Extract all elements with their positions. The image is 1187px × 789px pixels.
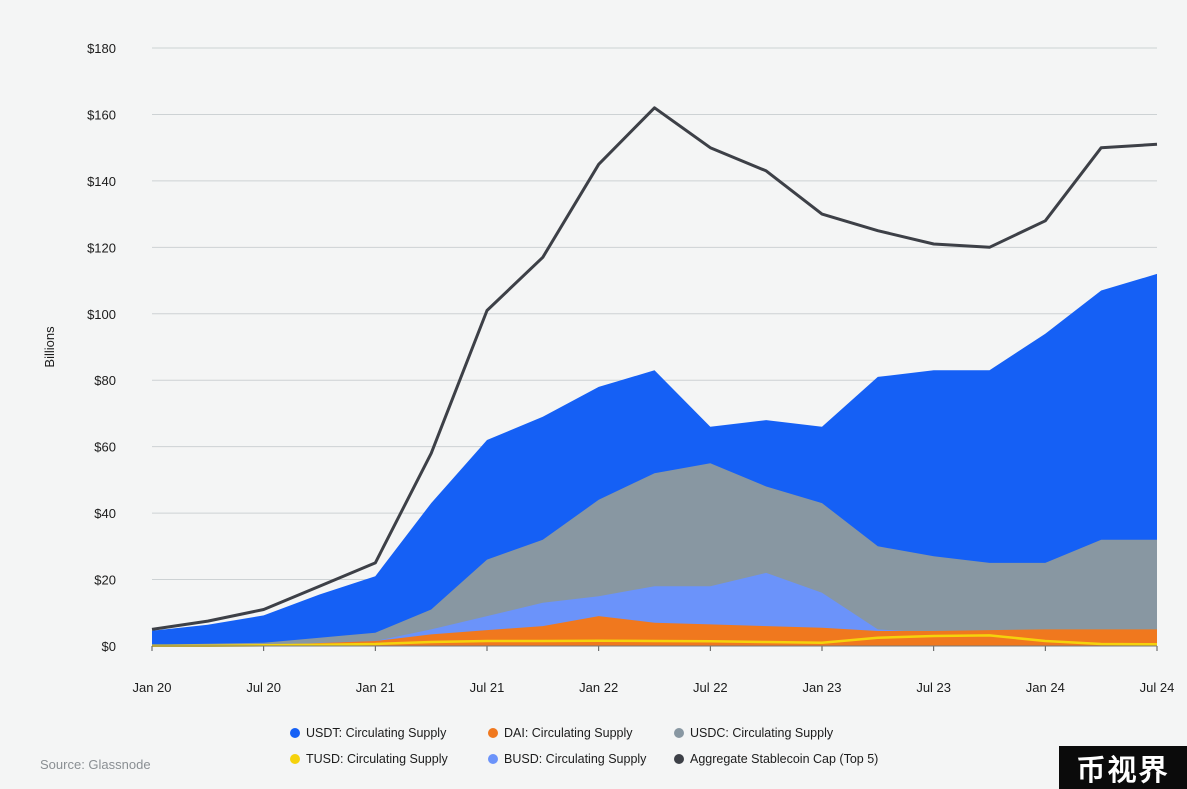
y-tick-label: $160	[87, 107, 116, 122]
x-tick-label: Jan 21	[356, 680, 395, 695]
source-note: Source: Glassnode	[40, 757, 151, 772]
legend-label: USDT: Circulating Supply	[306, 726, 447, 740]
legend-swatch	[674, 754, 684, 764]
x-axis-ticks: Jan 20 Jul 20 Jan 21 Jul 21 Jan 22 Jul 22 Jan …	[132, 645, 1175, 695]
area-series	[152, 273, 1157, 646]
legend-item: USDT: Circulating Supply	[290, 726, 480, 740]
legend-swatch	[488, 754, 498, 764]
y-tick-label: $120	[87, 240, 116, 255]
x-tick-label: Jul 22	[693, 680, 728, 695]
x-tick-label: Jan 23	[802, 680, 841, 695]
legend-item: USDC: Circulating Supply	[674, 726, 874, 740]
x-tick-label: Jul 24	[1140, 680, 1175, 695]
y-axis-ticks: $0 $20 $40 $60 $80 $100 $120 $140 $160 $180	[87, 41, 116, 654]
y-tick-label: $140	[87, 174, 116, 189]
legend-swatch	[488, 728, 498, 738]
legend-label: TUSD: Circulating Supply	[306, 752, 448, 766]
legend-item: BUSD: Circulating Supply	[488, 752, 666, 766]
legend-swatch	[290, 754, 300, 764]
y-tick-label: $0	[102, 639, 116, 654]
x-tick-label: Jul 21	[470, 680, 505, 695]
x-tick-label: Jul 20	[246, 680, 281, 695]
x-tick-label: Jan 22	[579, 680, 618, 695]
x-tick-label: Jul 23	[916, 680, 951, 695]
legend-item: DAI: Circulating Supply	[488, 726, 666, 740]
y-tick-label: $80	[94, 373, 116, 388]
watermark-logo: 币视界	[1059, 746, 1187, 789]
y-tick-label: $100	[87, 307, 116, 322]
area-usdc-circulating-supply	[152, 463, 1157, 646]
x-tick-label: Jan 20	[132, 680, 171, 695]
area-busd-circulating-supply	[152, 572, 1157, 646]
y-tick-label: $40	[94, 506, 116, 521]
line-series	[151, 106, 1158, 647]
legend-label: DAI: Circulating Supply	[504, 726, 633, 740]
legend-item: Aggregate Stablecoin Cap (Top 5)	[674, 752, 878, 766]
area-dai-circulating-supply	[152, 616, 1157, 646]
line-aggregate-stablecoin-cap-top-5	[151, 106, 1158, 631]
chart-legend: USDT: Circulating Supply DAI: Circulating…	[290, 726, 950, 766]
y-tick-label: $60	[94, 440, 116, 455]
legend-label: Aggregate Stablecoin Cap (Top 5)	[690, 752, 879, 766]
legend-item: TUSD: Circulating Supply	[290, 752, 480, 766]
y-tick-label: $20	[94, 573, 116, 588]
line-tusd-circulating-supply	[152, 634, 1158, 647]
legend-label: USDC: Circulating Supply	[690, 726, 834, 740]
y-tick-label: $180	[87, 41, 116, 56]
legend-swatch	[674, 728, 684, 738]
x-tick-label: Jan 24	[1026, 680, 1065, 695]
legend-swatch	[290, 728, 300, 738]
y-axis-label: Billions	[42, 326, 57, 368]
legend-label: BUSD: Circulating Supply	[504, 752, 647, 766]
